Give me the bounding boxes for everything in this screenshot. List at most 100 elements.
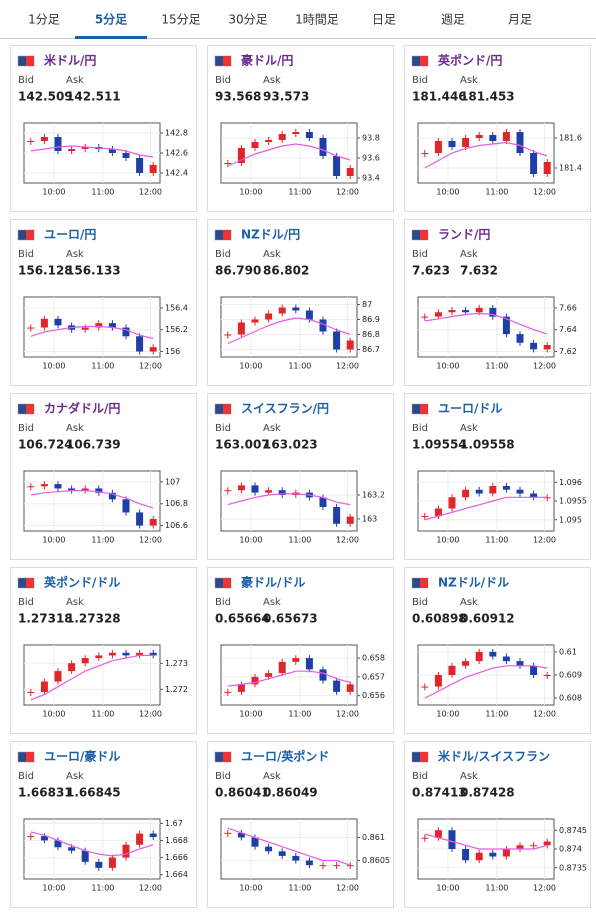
ask-label: Ask: [460, 771, 478, 782]
candle: [251, 676, 259, 685]
candle: [278, 490, 286, 495]
candle: [319, 669, 327, 681]
tab[interactable]: 15分足: [161, 13, 200, 27]
pair-name[interactable]: ランド/円: [438, 228, 490, 242]
candle: [224, 490, 232, 492]
x-tick-label: 12:00: [139, 188, 162, 197]
x-tick-label: 12:00: [533, 710, 556, 719]
bid-label: Bid: [18, 771, 34, 782]
x-tick-label: 10:00: [239, 362, 262, 371]
candle: [122, 844, 130, 858]
ask-label: Ask: [263, 597, 281, 608]
bid-value: 1.27318: [18, 612, 73, 626]
candle: [448, 665, 456, 675]
candle: [27, 691, 35, 693]
tab[interactable]: 週足: [441, 13, 465, 27]
bid-value: 0.86041: [215, 786, 270, 800]
y-tick-label: 1.272: [165, 685, 188, 694]
candle: [136, 512, 144, 526]
flag-part: [420, 56, 428, 66]
bid-value: 0.87413: [412, 786, 467, 800]
x-tick-label: 12:00: [139, 362, 162, 371]
flag-part: [223, 578, 231, 588]
candle: [502, 316, 510, 335]
moving-average: [30, 831, 154, 857]
y-tick-label: 107: [165, 477, 180, 486]
candle: [421, 686, 429, 688]
candle: [108, 652, 116, 656]
candle: [421, 516, 429, 517]
moving-average: [424, 312, 548, 335]
bid-label: Bid: [18, 423, 34, 434]
y-tick-label: 86.8: [362, 330, 380, 339]
chart-frame: [220, 644, 358, 706]
candle: [462, 310, 470, 313]
x-tick-label: 12:00: [533, 362, 556, 371]
candle: [27, 486, 35, 488]
candle: [305, 310, 313, 320]
tab[interactable]: 1分足: [28, 13, 60, 27]
y-tick-label: 1.664: [165, 870, 188, 879]
y-tick-label: 142.8: [165, 129, 188, 138]
flag-part: [223, 56, 231, 66]
flag-part: [420, 752, 428, 762]
y-tick-label: 142.6: [165, 149, 188, 158]
y-tick-label: 156.2: [165, 325, 188, 334]
ask-value: 0.60912: [460, 612, 515, 626]
tab[interactable]: 30分足: [228, 13, 267, 27]
candle: [319, 138, 327, 156]
x-tick-label: 11:00: [485, 188, 508, 197]
candle: [237, 684, 245, 692]
pair-name[interactable]: 英ポンド/ドル: [44, 575, 120, 590]
ask-value: 1.09558: [460, 438, 515, 452]
candle: [502, 486, 510, 490]
candle: [530, 153, 538, 174]
candle: [27, 327, 35, 329]
pair-name[interactable]: スイスフラン/円: [241, 402, 329, 416]
tab[interactable]: 日足: [372, 13, 396, 27]
y-tick-label: 7.62: [559, 347, 577, 356]
candle: [346, 340, 354, 350]
ask-label: Ask: [66, 249, 84, 260]
candle: [237, 485, 245, 491]
candle: [434, 141, 442, 153]
candle: [278, 851, 286, 856]
candle: [224, 832, 232, 834]
candle: [251, 319, 259, 323]
candle: [475, 651, 483, 662]
x-tick-label: 10:00: [436, 362, 459, 371]
flag-part: [26, 404, 34, 414]
pair-name[interactable]: ユーロ/ドル: [438, 402, 502, 416]
tab[interactable]: 1時間足: [295, 13, 339, 27]
pair-name[interactable]: 英ポンド/円: [438, 53, 502, 68]
chart-frame: [23, 818, 161, 880]
candle: [149, 833, 157, 837]
pair-name[interactable]: 米ドル/円: [44, 53, 96, 68]
candle: [530, 845, 538, 847]
x-tick-label: 11:00: [485, 536, 508, 545]
pair-name[interactable]: ユーロ/英ポンド: [241, 749, 329, 764]
y-tick-label: 142.4: [165, 169, 188, 178]
pair-name[interactable]: NZドル/ドル: [438, 576, 509, 590]
candle: [305, 860, 313, 866]
bid-value: 1.66831: [18, 786, 73, 800]
bid-label: Bid: [215, 597, 231, 608]
tab[interactable]: 月足: [508, 13, 532, 27]
bid-value: 86.790: [215, 264, 261, 278]
y-tick-label: 93.4: [362, 174, 380, 183]
pair-name[interactable]: 豪ドル/円: [241, 53, 293, 68]
candle: [305, 132, 313, 138]
y-tick-label: 0.8605: [362, 856, 390, 865]
y-tick-label: 156.4: [165, 303, 188, 312]
pair-name[interactable]: ユーロ/円: [44, 228, 96, 242]
tab[interactable]: 5分足: [95, 12, 127, 27]
x-tick-label: 10:00: [239, 188, 262, 197]
pair-name[interactable]: NZドル/円: [241, 228, 300, 242]
candle: [40, 484, 48, 487]
pair-name[interactable]: 米ドル/スイスフラン: [438, 749, 550, 764]
pair-name[interactable]: カナダドル/円: [44, 401, 120, 416]
pair-name[interactable]: ユーロ/豪ドル: [44, 749, 120, 764]
pair-name[interactable]: 豪ドル/ドル: [241, 575, 305, 590]
candle: [516, 845, 524, 849]
